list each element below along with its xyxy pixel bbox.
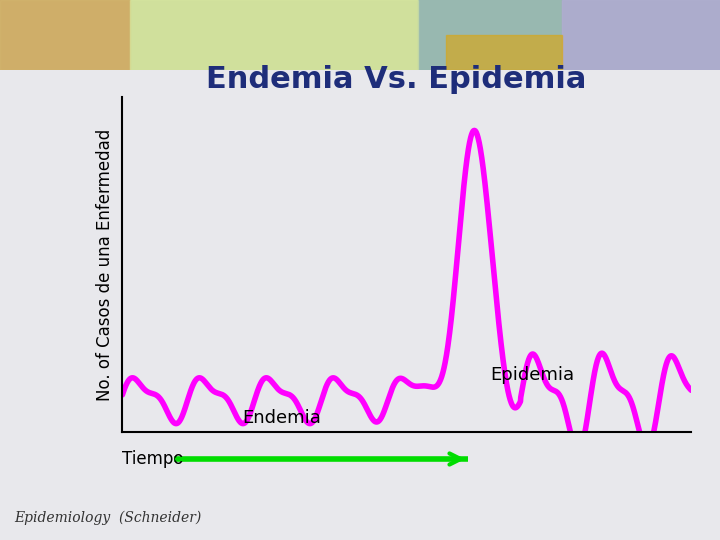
Bar [0,0,130,70]
Text: Epidemiology  (Schneider): Epidemiology (Schneider) [14,511,202,525]
Bar [562,0,720,70]
Text: Endemia Vs. Epidemia: Endemia Vs. Epidemia [206,65,586,94]
Text: Tiempo: Tiempo [122,450,184,468]
Text: Epidemia: Epidemia [490,366,574,384]
Y-axis label: No. of Casos de una Enfermedad: No. of Casos de una Enfermedad [96,129,114,401]
Bar [130,0,418,70]
Bar [446,35,562,70]
Bar [418,0,562,70]
Bar [0,0,130,70]
Bar [562,0,720,70]
Text: Endemia: Endemia [242,409,321,427]
Bar [130,0,418,70]
